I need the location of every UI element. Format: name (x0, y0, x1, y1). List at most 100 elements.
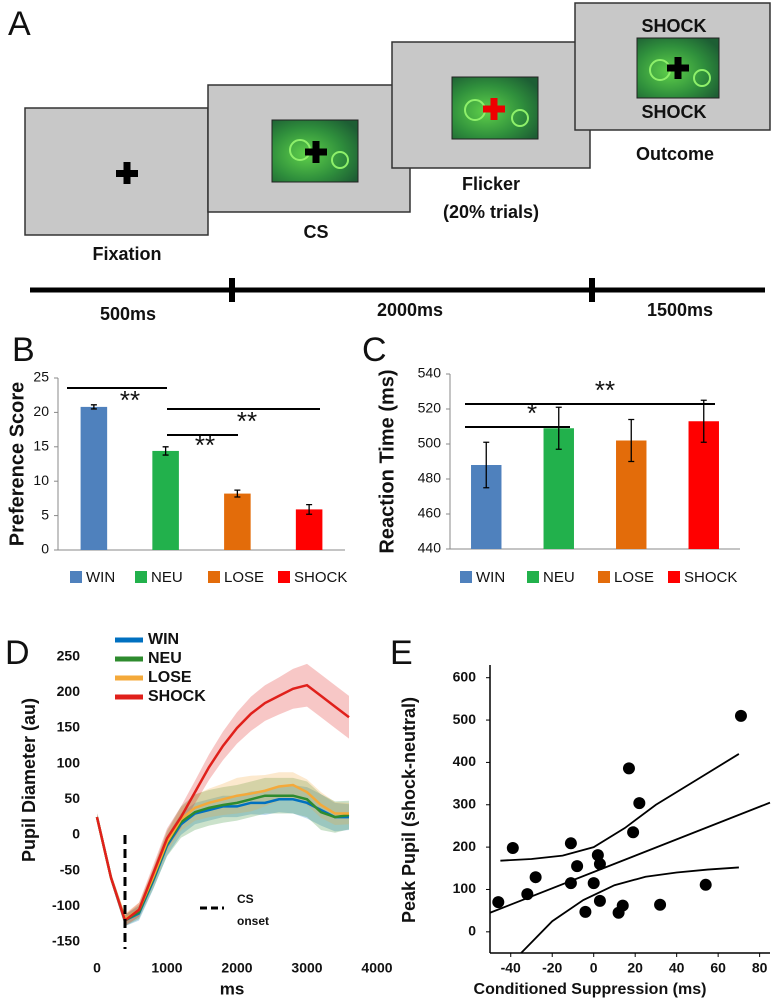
point (616, 899, 629, 912)
error-bar (700, 399, 707, 443)
x-tick-label: 0 (590, 960, 598, 976)
y-tick-label: 150 (57, 719, 81, 735)
significance-label: * (527, 398, 537, 428)
y-tick-label: 500 (418, 435, 442, 451)
y-axis-label: Peak Pupil (shock-neutral) (399, 697, 419, 923)
y-tick-label: 25 (33, 369, 49, 385)
y-tick-label: 250 (57, 647, 81, 663)
significance-label: ** (195, 430, 215, 460)
screen-caption: Fixation (92, 244, 161, 264)
screen-flicker (391, 41, 591, 169)
x-tick-label: 1000 (151, 960, 182, 976)
error-bar (555, 406, 562, 450)
y-tick-label: 460 (418, 505, 442, 521)
y-tick-label: 50 (64, 790, 80, 806)
screen-caption: Flicker (462, 174, 520, 194)
x-tick-label: 0 (93, 960, 101, 976)
legend-swatch (135, 571, 147, 583)
point (579, 905, 592, 918)
x-tick-label: 60 (710, 960, 726, 976)
point (593, 894, 606, 907)
y-tick-label: 600 (453, 668, 477, 684)
error-bar (628, 418, 635, 463)
panel-label: B (12, 331, 35, 369)
timeline (30, 278, 765, 302)
legend-label: NEU (148, 650, 182, 667)
y-tick-label: 0 (41, 541, 49, 557)
y-tick-label: 15 (33, 438, 49, 454)
line (95, 794, 350, 923)
y-tick-label: -150 (52, 933, 80, 949)
y-tick-label: 100 (453, 880, 477, 896)
legend-swatch (70, 571, 82, 583)
y-tick-label: 480 (418, 470, 442, 486)
point (521, 888, 534, 901)
error-bar (162, 446, 169, 456)
y-tick-label: 500 (453, 711, 477, 727)
significance-label: ** (120, 385, 140, 415)
confidence-curve (500, 753, 740, 862)
legend-label: SHOCK (294, 569, 347, 586)
legend-label: WIN (476, 569, 505, 586)
y-axis-label: Pupil Diameter (au) (19, 698, 39, 862)
error-bar (234, 489, 241, 498)
panel-label: E (390, 634, 413, 672)
x-tick-label: -20 (542, 960, 562, 976)
y-tick-label: 300 (453, 795, 477, 811)
point (593, 858, 606, 871)
y-tick-label: 20 (33, 403, 49, 419)
confidence-curve (520, 866, 739, 954)
legend-label: WIN (148, 631, 179, 648)
y-axis-label: Reaction Time (ms) (376, 369, 398, 553)
legend-swatch (278, 571, 290, 583)
error-bar (306, 503, 313, 515)
annotation: CS (237, 892, 254, 906)
screen-caption: (20% trials) (443, 202, 539, 222)
point (529, 871, 542, 884)
point (571, 860, 584, 873)
point (587, 877, 600, 890)
y-tick-label: 540 (418, 365, 442, 381)
screen-outcome (574, 2, 771, 131)
point (622, 762, 635, 775)
y-tick-label: 5 (41, 506, 49, 522)
x-tick-label: 80 (752, 960, 768, 976)
y-axis-label: Preference Score (6, 382, 28, 547)
significance-label: ** (595, 375, 615, 405)
regression-line (489, 801, 771, 914)
legend-label: LOSE (148, 669, 192, 686)
timeline-label: 500ms (100, 304, 156, 324)
x-tick-label: 2000 (221, 960, 252, 976)
annotation: onset (237, 914, 269, 928)
point (699, 878, 712, 891)
line (95, 683, 350, 923)
x-axis-label: Conditioned Suppression (ms) (474, 981, 707, 998)
y-tick-label: -100 (52, 897, 80, 913)
legend-swatch (598, 571, 610, 583)
x-tick-label: -40 (501, 960, 521, 976)
legend-swatch (527, 571, 539, 583)
point (506, 841, 519, 854)
point (564, 837, 577, 850)
outcome-text: SHOCK (641, 102, 706, 122)
screen-caption: Outcome (636, 144, 714, 164)
outcome-text: SHOCK (641, 16, 706, 36)
panel-label: D (5, 634, 30, 672)
y-tick-label: 100 (57, 754, 81, 770)
legend-label: NEU (151, 569, 183, 586)
y-tick-label: 10 (33, 472, 49, 488)
screen-fixation (24, 107, 209, 236)
timeline-label: 2000ms (377, 300, 443, 320)
legend-swatch (208, 571, 220, 583)
screen-cs (207, 84, 411, 213)
legend-label: LOSE (614, 569, 654, 586)
y-tick-label: 440 (418, 540, 442, 556)
legend-label: SHOCK (148, 688, 206, 705)
y-tick-label: 0 (72, 826, 80, 842)
bar (80, 406, 108, 550)
x-axis-label: ms (220, 979, 245, 998)
timeline-label: 1500ms (647, 300, 713, 320)
legend-label: WIN (86, 569, 115, 586)
y-tick-label: 400 (453, 753, 477, 769)
